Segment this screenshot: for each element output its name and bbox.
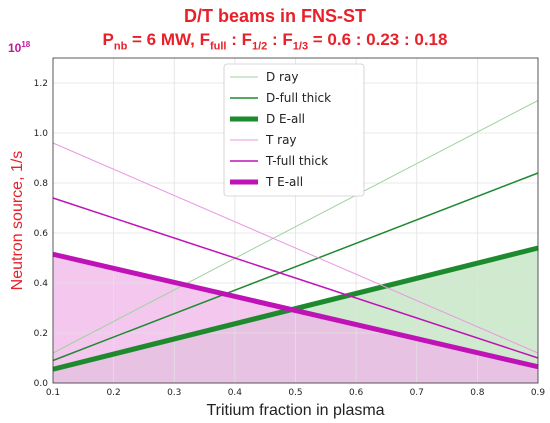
y-tick-label: 1.2 <box>34 79 48 89</box>
series-line-1 <box>52 172 539 362</box>
plot-frame <box>52 57 539 384</box>
series-line-4 <box>52 197 539 359</box>
legend-entry-2: D E-all <box>266 112 305 126</box>
legend: D ray D-full thick D E-all T ray T-full thic… <box>223 63 365 197</box>
series-line-5 <box>52 251 539 370</box>
x-tick-label: 0.9 <box>531 388 546 398</box>
legend-entry-3: T ray <box>265 133 297 147</box>
x-tick-label: 0.2 <box>106 388 120 398</box>
y-tick-label: 1.0 <box>34 129 49 139</box>
x-tick-label: 0.4 <box>228 388 243 398</box>
x-axis-label: Tritium fraction in plasma <box>206 402 384 419</box>
legend-entry-5: T E-all <box>265 175 303 189</box>
x-tick-label: 0.6 <box>349 388 364 398</box>
x-tick-label: 0.3 <box>167 388 181 398</box>
x-tick-label: 0.1 <box>46 388 60 398</box>
y-scale-multiplier: 1018 <box>8 40 31 55</box>
series-lines <box>52 100 539 372</box>
chart-title: D/T beams in FNS-ST <box>183 6 367 26</box>
x-tick-label: 0.8 <box>470 388 485 398</box>
series-line-3 <box>52 142 539 354</box>
legend-entry-1: D-full thick <box>266 91 331 105</box>
y-tick-label: 0.8 <box>34 179 49 189</box>
legend-entry-0: D ray <box>266 70 298 84</box>
chart-subtitle: Pnb = 6 MW, Ffull : F1/2 : F1/3 = 0.6 : … <box>102 30 448 53</box>
y-tick-label: 0.2 <box>34 329 48 339</box>
tick-labels: 0.1 0.2 0.3 0.4 0.5 0.6 0.7 0.8 0.9 0.0 0.2 0.4 0.6 0… <box>34 79 546 398</box>
y-tick-label: 0.4 <box>34 279 49 289</box>
x-tick-label: 0.7 <box>410 388 424 398</box>
legend-entry-4: T-full thick <box>265 154 328 168</box>
series-line-0 <box>52 100 539 354</box>
y-axis-label: Neutron source, 1/s <box>9 151 26 291</box>
y-tick-label: 0.6 <box>34 229 49 239</box>
legend-box <box>223 63 365 197</box>
y-tick-label: 0.0 <box>34 379 49 389</box>
x-tick-label: 0.5 <box>288 388 302 398</box>
